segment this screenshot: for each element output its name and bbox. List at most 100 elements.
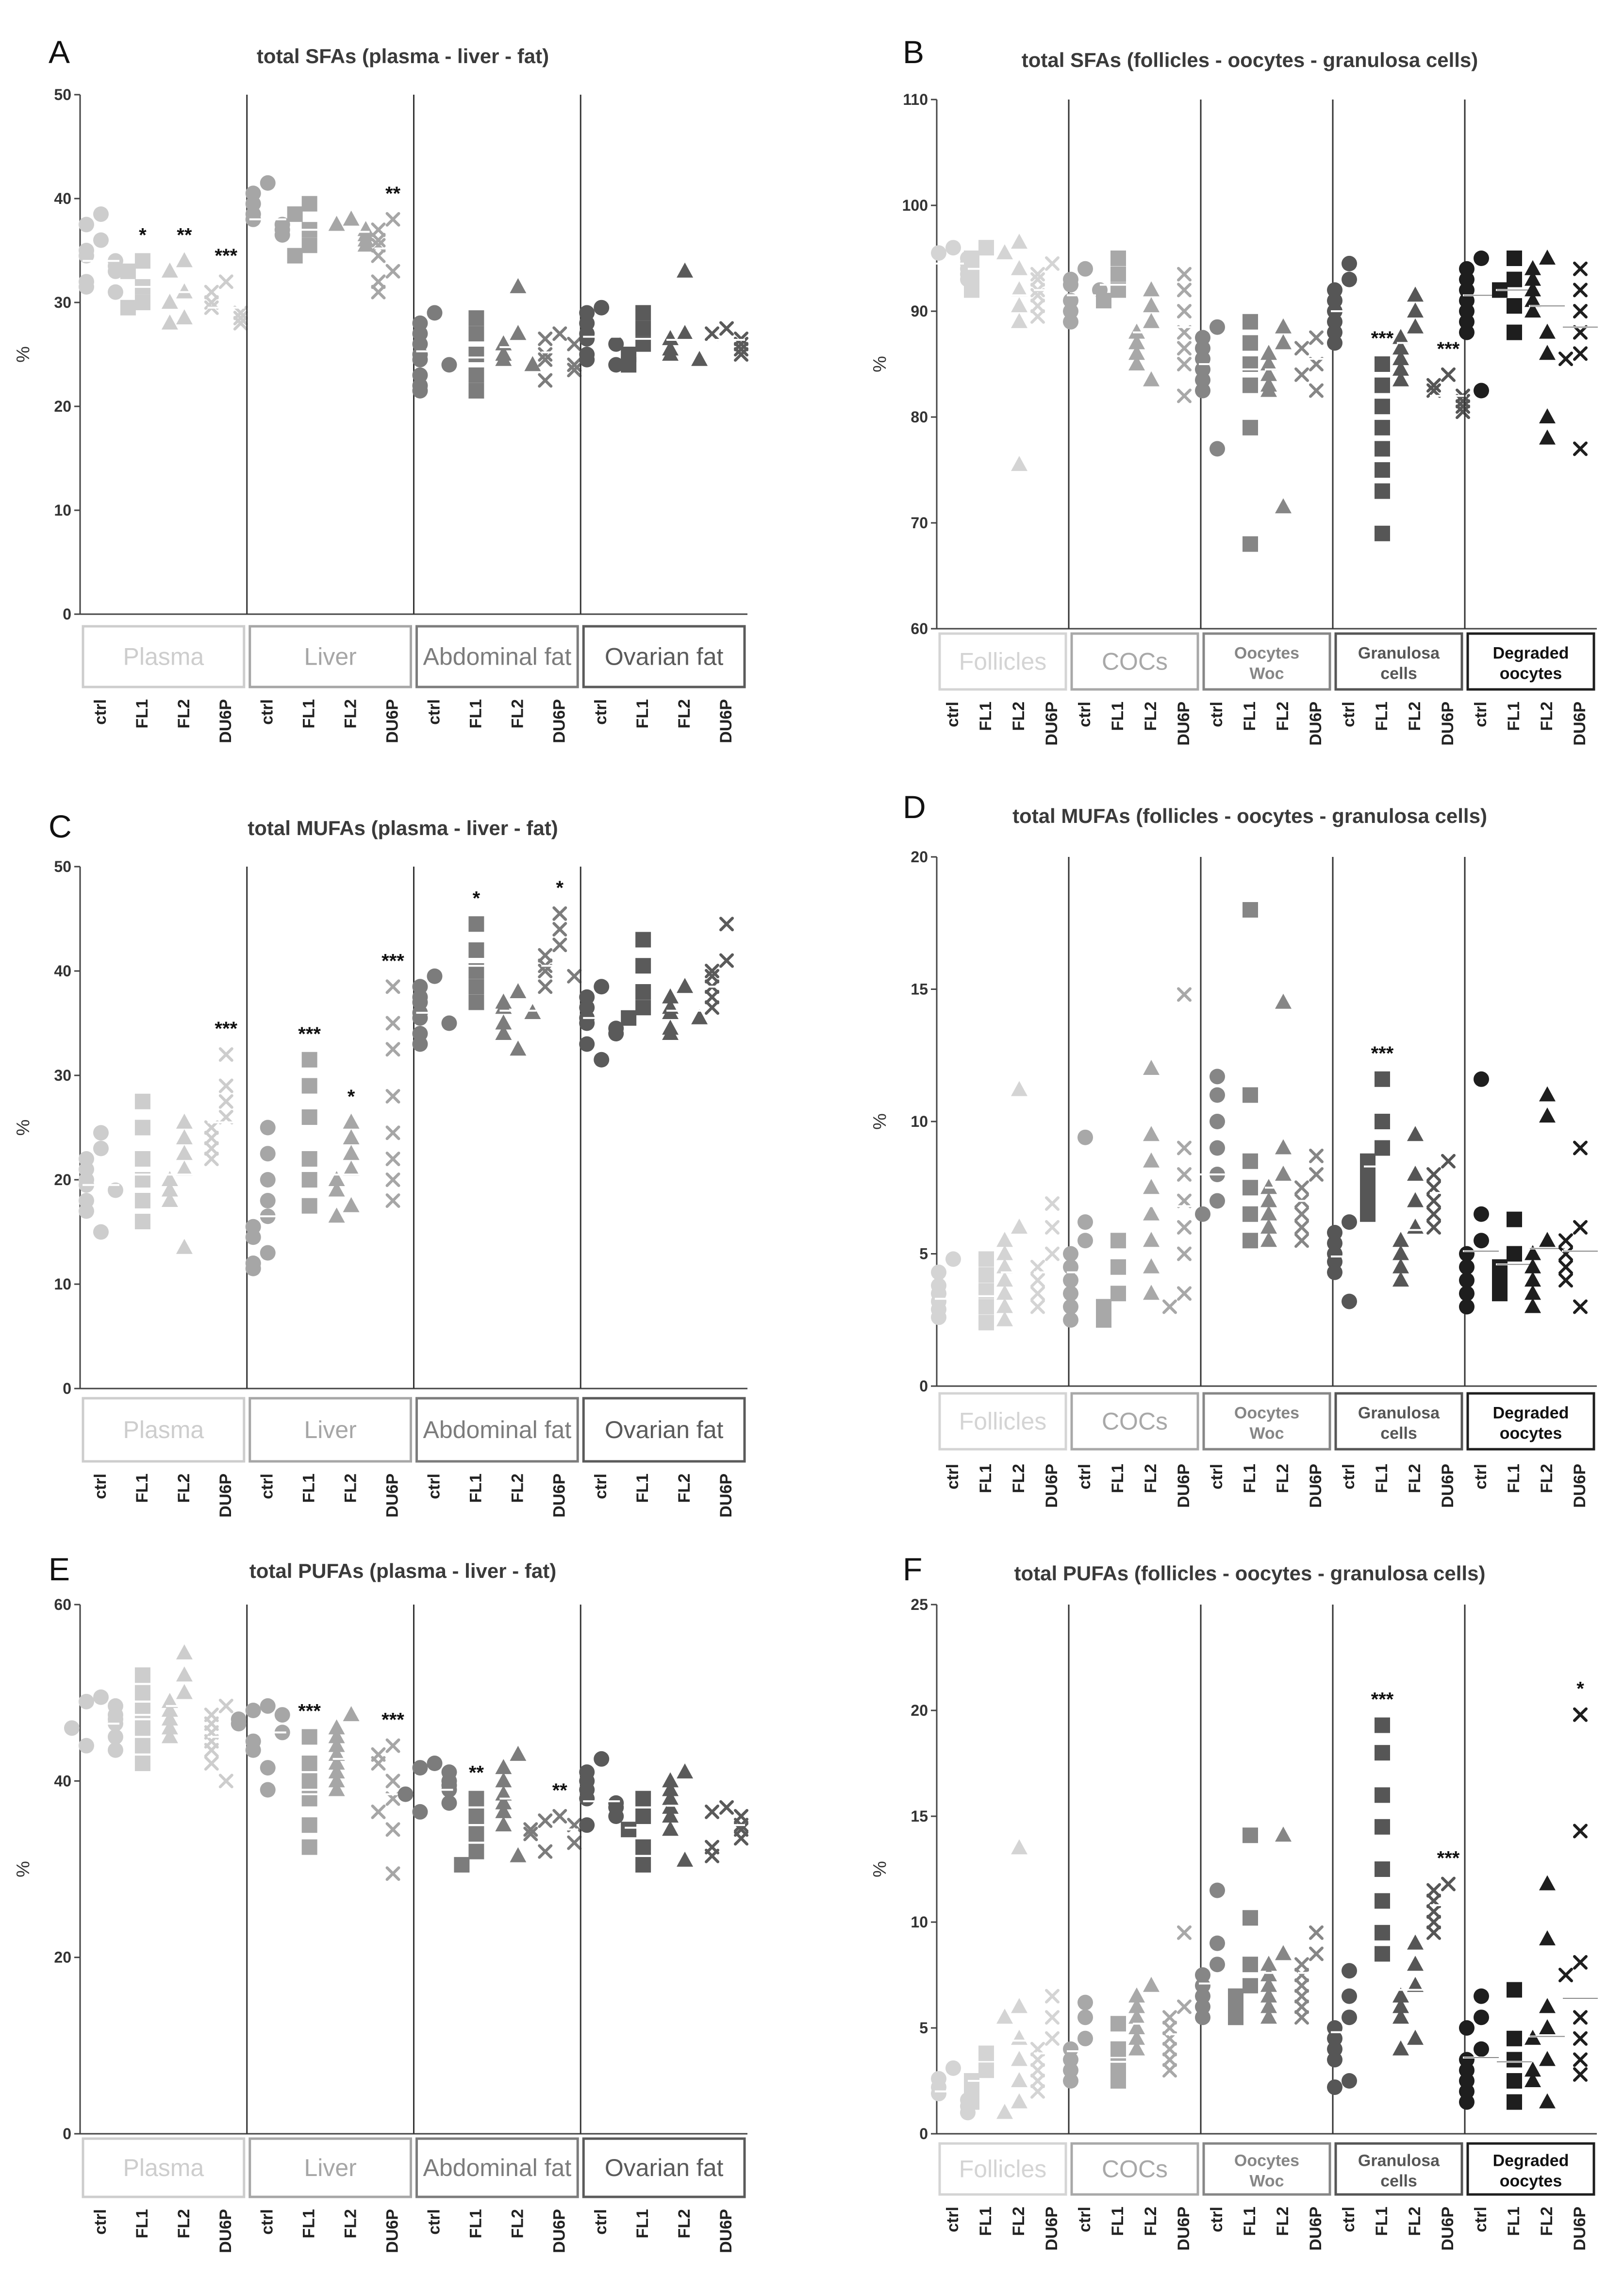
- x-tick-label: FL2: [1274, 1464, 1292, 1493]
- x-tick-label: FL2: [1274, 2207, 1292, 2236]
- group-label: Plasma: [123, 1416, 204, 1443]
- data-point: [1573, 1707, 1588, 1722]
- x-tick-label: ctrl: [1340, 2207, 1358, 2232]
- data-point: [176, 1239, 193, 1254]
- data-point: [1063, 2073, 1078, 2089]
- data-point: [1474, 1206, 1489, 1222]
- panel-letter: F: [903, 1551, 922, 1587]
- data-point: [1426, 1904, 1441, 1919]
- data-point: [1426, 383, 1441, 398]
- data-point: [1162, 2010, 1177, 2025]
- data-point: [635, 1808, 651, 1824]
- data-point: [1143, 1152, 1160, 1168]
- data-point: [287, 248, 303, 264]
- series-du6p: ** DU6P: [371, 183, 412, 743]
- group-label-line: Woc: [1249, 1424, 1284, 1443]
- series-du6p: DU6P: [1294, 1148, 1335, 1508]
- significance-label: *: [1576, 1678, 1584, 1700]
- data-point: [1407, 302, 1424, 318]
- series-ctrl: ctrl: [64, 1689, 123, 2235]
- x-tick-label: DU6P: [1439, 1464, 1457, 1508]
- data-point: [78, 279, 94, 295]
- data-point: [1195, 383, 1210, 399]
- series-fl2: FL2: [1260, 993, 1302, 1493]
- group-label-box: [1202, 1392, 1331, 1451]
- data-point: [635, 1839, 651, 1855]
- significance-label: ***: [298, 1023, 321, 1045]
- group-label-box: [415, 1397, 579, 1463]
- group-label-box: [415, 2137, 579, 2198]
- series-fl2: FL2: [1392, 286, 1434, 731]
- data-point: [1342, 1293, 1357, 1309]
- data-point: [734, 342, 749, 357]
- y-tick-label: 20: [54, 1171, 71, 1189]
- data-point: [161, 1728, 178, 1743]
- data-point: [134, 1756, 150, 1771]
- group-label-box: [1070, 632, 1199, 691]
- y-tick-label: 25: [911, 1596, 928, 1613]
- data-point: [1077, 1233, 1093, 1249]
- data-point: [1573, 261, 1588, 276]
- data-point: [719, 953, 734, 968]
- series-fl1: *** FL1: [1364, 328, 1401, 731]
- data-point: [1392, 1272, 1409, 1287]
- x-tick-label: FL2: [675, 1473, 694, 1503]
- series-ctrl: ctrl: [78, 1125, 123, 1499]
- y-tick-label: 40: [54, 1772, 71, 1790]
- data-point: [161, 294, 178, 309]
- group-label-box: [1070, 2142, 1199, 2196]
- chart-title: total MUFAs (follicles - oocytes - granu…: [1012, 804, 1487, 827]
- data-point: [1525, 1298, 1541, 1313]
- series-du6p: DU6P: [1426, 1154, 1467, 1508]
- data-point: [1210, 319, 1225, 335]
- x-tick-label: DU6P: [550, 1473, 568, 1518]
- data-point: [204, 1742, 219, 1758]
- x-tick-label: ctrl: [258, 699, 277, 725]
- data-point: [328, 1181, 345, 1197]
- data-point: [1525, 1258, 1541, 1273]
- x-tick-label: DU6P: [550, 699, 568, 743]
- group-granulosa-cells: Granulosa cells ctrl *** FL1 FL2 *** DU6P: [1327, 100, 1470, 746]
- data-point: [1558, 1259, 1573, 1274]
- data-point: [1441, 1154, 1456, 1169]
- x-tick-label: ctrl: [425, 699, 443, 725]
- data-point: [996, 244, 1013, 260]
- data-point: [1375, 399, 1390, 415]
- x-tick-label: FL1: [466, 699, 485, 728]
- group-label: Ovarian fat: [605, 643, 724, 670]
- series-fl2: FL2: [1128, 281, 1170, 731]
- data-point: [1011, 1839, 1027, 1855]
- series-fl1: FL1: [621, 932, 662, 1503]
- data-point: [931, 1264, 946, 1280]
- data-point: [301, 1078, 317, 1094]
- x-tick-label: DU6P: [1571, 702, 1589, 746]
- data-point: [1327, 2079, 1342, 2095]
- data-point: [218, 1698, 233, 1713]
- data-point: [621, 357, 637, 373]
- data-point: [1030, 1286, 1045, 1301]
- data-point: [1392, 1998, 1409, 2013]
- data-point: [1260, 1205, 1277, 1221]
- group-cocs: COCs ctrl FL1 FL2 DU6P: [1063, 1605, 1203, 2251]
- data-point: [1195, 2009, 1210, 2026]
- data-point: [1539, 1086, 1556, 1102]
- data-point: [677, 1851, 694, 1867]
- data-point: [1539, 2019, 1556, 2034]
- data-point: [371, 1804, 386, 1819]
- data-point: [579, 1791, 595, 1807]
- data-point: [1063, 314, 1078, 330]
- data-point: [468, 1843, 484, 1859]
- data-point: [996, 2009, 1013, 2024]
- series-fl1: FL1: [124, 1667, 161, 2238]
- data-point: [1375, 1114, 1390, 1129]
- data-point: [1077, 1994, 1093, 2010]
- group-liver: Liver ctrl *** FL1 FL2 *** DU6P: [231, 1605, 412, 2253]
- data-point: [1011, 1081, 1027, 1096]
- series-du6p: * DU6P: [538, 877, 582, 1518]
- data-point: [635, 1857, 651, 1873]
- series-ctrl: ctrl: [398, 1756, 457, 2235]
- data-point: [1309, 1148, 1324, 1163]
- data-point: [343, 1160, 360, 1176]
- data-point: [1492, 1272, 1508, 1288]
